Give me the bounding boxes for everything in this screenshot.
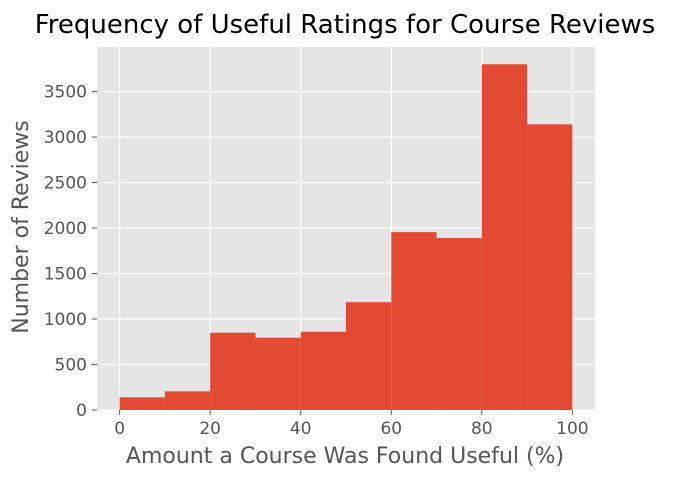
y-tick-label: 3500 bbox=[44, 83, 87, 103]
y-tick-label: 500 bbox=[55, 356, 87, 376]
x-tick-label: 80 bbox=[471, 419, 493, 439]
x-axis-label: Amount a Course Was Found Useful (%) bbox=[126, 444, 564, 469]
y-tick-label: 2000 bbox=[44, 219, 87, 239]
histogram-bar bbox=[255, 337, 301, 410]
y-tick-label: 3000 bbox=[44, 128, 87, 148]
x-tick-label: 40 bbox=[290, 419, 312, 439]
y-tick-label: 0 bbox=[76, 401, 87, 421]
y-tick-label: 1000 bbox=[44, 310, 87, 330]
y-tick-label: 2500 bbox=[44, 174, 87, 194]
histogram-bar bbox=[481, 64, 528, 411]
histogram-bar bbox=[391, 232, 437, 410]
y-axis-label: Number of Reviews bbox=[9, 120, 34, 334]
x-tick-label: 100 bbox=[556, 419, 588, 439]
x-axis-ticks: 0 20 40 60 80 100 bbox=[114, 410, 589, 439]
histogram-bars bbox=[119, 64, 573, 411]
histogram-bar bbox=[436, 238, 482, 410]
chart-title: Frequency of Useful Ratings for Course R… bbox=[35, 10, 656, 40]
y-axis-ticks: 0 500 1000 1500 2000 2500 3000 3500 bbox=[44, 83, 97, 421]
histogram-bar bbox=[300, 331, 346, 410]
x-tick-label: 20 bbox=[199, 419, 221, 439]
y-tick-label: 1500 bbox=[44, 265, 87, 285]
histogram-bar bbox=[527, 124, 573, 411]
histogram-bar bbox=[346, 302, 392, 410]
x-tick-label: 60 bbox=[380, 419, 402, 439]
x-tick-label: 0 bbox=[114, 419, 125, 439]
histogram-bar bbox=[119, 397, 165, 410]
histogram-bar bbox=[210, 332, 256, 410]
histogram-bar bbox=[164, 391, 211, 410]
